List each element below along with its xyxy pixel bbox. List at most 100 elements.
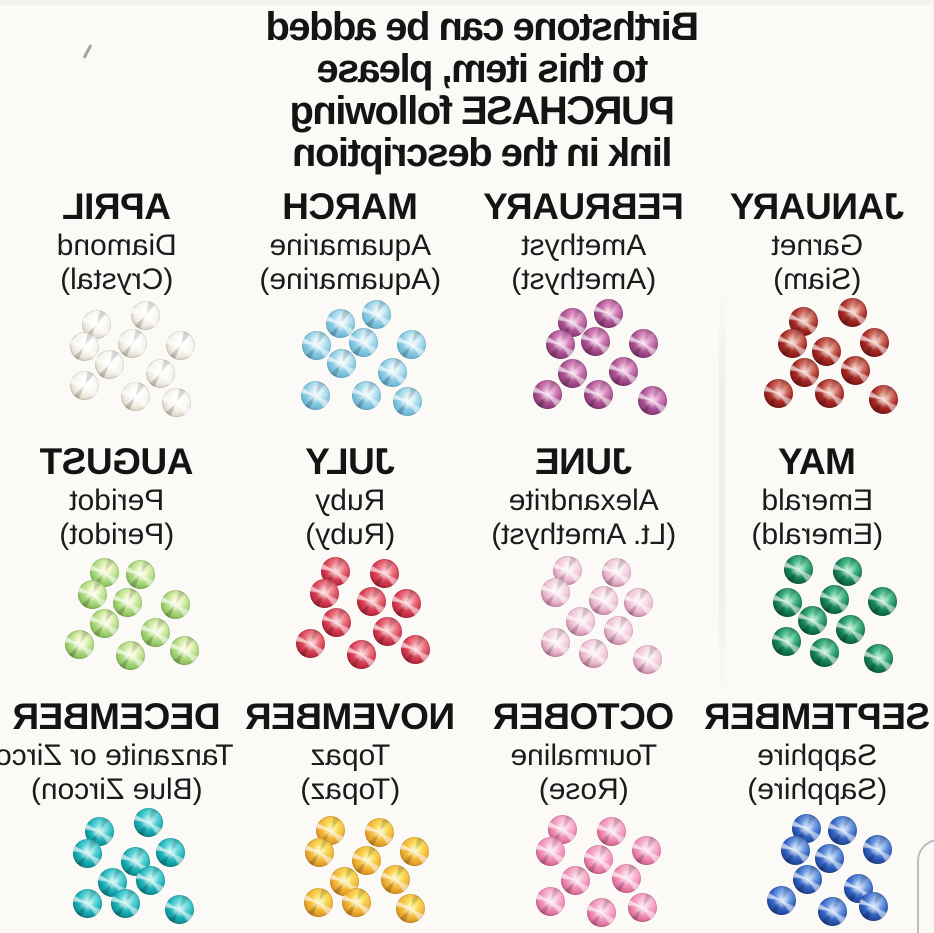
- sapphire-gem: [767, 886, 797, 916]
- ruby-gem: [309, 578, 339, 608]
- gem-highlight: [867, 334, 882, 350]
- month-cell: NOVEMBER Topaz (Topaz): [234, 695, 468, 933]
- gem-cluster: [24, 301, 209, 441]
- stone-color-label: (Amethyst): [511, 263, 657, 296]
- gem-highlight: [96, 565, 112, 580]
- stone-name: Tanzanite or Zircon: [0, 739, 234, 772]
- stone-color-label: (Rose): [538, 773, 629, 806]
- month-cell: JULY Ruby (Ruby): [234, 440, 468, 695]
- lt-amethyst-gem: [604, 615, 634, 645]
- rose-gem: [586, 898, 616, 928]
- topaz-gem: [396, 894, 426, 924]
- ruby-gem: [296, 629, 326, 659]
- sapphire-gem: [818, 897, 848, 927]
- garnet-gem: [812, 337, 842, 367]
- sapphire-gem: [792, 865, 822, 895]
- lt-amethyst-gem: [632, 645, 662, 675]
- gem-highlight: [404, 336, 419, 352]
- crystal-gem: [130, 301, 160, 331]
- amethyst-gem: [558, 359, 588, 389]
- emerald-gem: [784, 555, 814, 585]
- scan-edge-strip: [0, 0, 934, 5]
- gem-highlight: [85, 586, 100, 601]
- amethyst-gem: [637, 386, 667, 416]
- gem-highlight: [141, 814, 156, 830]
- gem-highlight: [77, 338, 92, 353]
- month-name: DECEMBER: [12, 696, 221, 737]
- stone-name: Emerald: [761, 484, 874, 517]
- gem-highlight: [796, 314, 811, 329]
- amethyst-gem: [580, 327, 610, 357]
- emerald-gem: [868, 586, 898, 616]
- topaz-gem: [304, 888, 334, 918]
- garnet-gem: [777, 328, 807, 358]
- aquamarine-gem: [362, 300, 392, 330]
- gem-highlight: [408, 642, 423, 657]
- garnet-gem: [838, 298, 868, 328]
- stone-name: Sapphire: [757, 739, 878, 772]
- gem-highlight: [148, 624, 163, 639]
- emerald-gem: [810, 638, 840, 668]
- month-cell: MARCH Aquamarine (Aquamarine): [234, 185, 468, 440]
- ruby-gem: [357, 587, 387, 617]
- stone-name: Amethyst: [521, 229, 647, 262]
- peridot-gem: [169, 636, 199, 666]
- stone-color-label: (Emerald): [751, 518, 884, 551]
- lt-amethyst-gem: [541, 577, 571, 607]
- banner-line: PURCHASE following: [290, 89, 676, 133]
- emerald-gem: [864, 644, 894, 674]
- gem-highlight: [303, 636, 319, 651]
- month-cell: FEBRUARY Amethyst (Amethyst): [467, 185, 701, 440]
- banner-text: Birthstone can be added to this item, pl…: [16, 0, 934, 175]
- rose-gem: [612, 863, 642, 893]
- gem-highlight: [168, 395, 184, 410]
- stone-name: Topaz: [310, 739, 391, 772]
- gem-highlight: [591, 851, 606, 867]
- gem-highlight: [596, 592, 611, 608]
- gem-highlight: [564, 315, 580, 330]
- topaz-gem: [304, 837, 334, 867]
- peridot-gem: [141, 617, 171, 647]
- topaz-gem: [380, 864, 410, 894]
- gem-highlight: [329, 614, 344, 630]
- gem-highlight: [611, 622, 626, 637]
- aquamarine-gem: [393, 387, 423, 417]
- crystal-gem: [70, 331, 100, 361]
- topaz-gem: [342, 888, 372, 918]
- gem-highlight: [644, 393, 660, 408]
- gem-highlight: [337, 873, 352, 889]
- stone-color-label: (Topaz): [300, 773, 401, 806]
- stone-color-label: (Peridot): [59, 518, 175, 551]
- blue-zircon-gem: [72, 889, 102, 919]
- peridot-gem: [64, 630, 94, 660]
- gem-highlight: [800, 871, 815, 887]
- gem-highlight: [308, 388, 324, 403]
- ruby-gem: [392, 588, 422, 618]
- emerald-gem: [833, 557, 863, 587]
- month-cell: OCTOBER Tourmaline (Rose): [467, 695, 701, 933]
- gem-highlight: [559, 563, 575, 578]
- gem-highlight: [797, 364, 812, 380]
- gem-highlight: [817, 644, 832, 660]
- topaz-gem: [400, 836, 430, 866]
- gem-highlight: [784, 335, 800, 350]
- lt-amethyst-gem: [578, 639, 608, 669]
- gem-highlight: [308, 337, 324, 352]
- gem-highlight: [601, 305, 616, 321]
- peridot-gem: [112, 588, 142, 618]
- topaz-gem: [365, 818, 395, 848]
- gem-highlight: [553, 336, 568, 351]
- crystal-gem: [69, 371, 99, 401]
- gem-highlight: [80, 896, 95, 911]
- gem-highlight: [176, 643, 192, 658]
- gem-highlight: [125, 335, 140, 351]
- gem-highlight: [133, 566, 148, 582]
- amethyst-gem: [583, 380, 613, 410]
- gem-highlight: [323, 823, 338, 838]
- emerald-gem: [772, 627, 802, 657]
- gem-highlight: [120, 594, 135, 610]
- peridot-gem: [90, 609, 120, 639]
- aquamarine-gem: [377, 357, 407, 387]
